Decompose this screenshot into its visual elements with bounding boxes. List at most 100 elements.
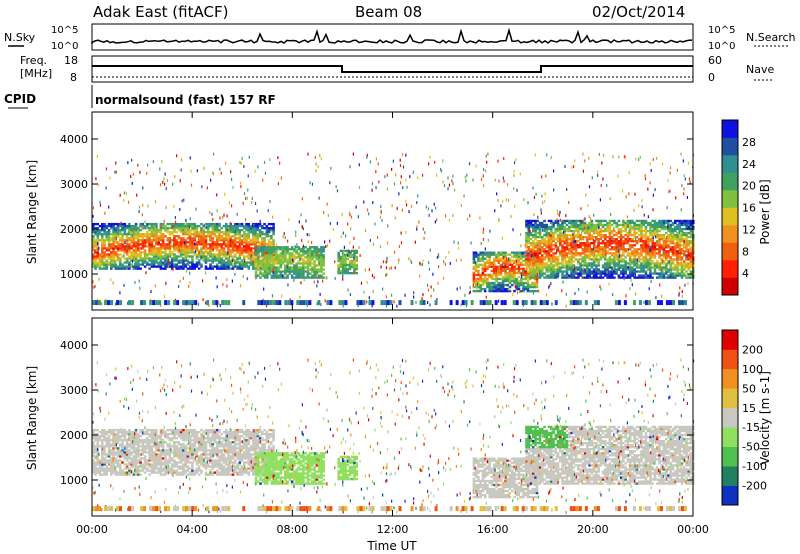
power-cell xyxy=(669,256,673,259)
power-speckle xyxy=(617,249,620,253)
power-cell xyxy=(247,255,251,258)
power-cell xyxy=(649,229,652,233)
power-cell xyxy=(128,257,131,260)
power-speckle xyxy=(428,261,430,265)
power-cell xyxy=(295,252,298,255)
power-cell xyxy=(655,248,659,251)
power-speckle xyxy=(617,223,619,227)
power-cell xyxy=(116,259,120,262)
power-cell xyxy=(486,281,489,285)
power-speckle xyxy=(92,214,94,218)
power-cell xyxy=(565,219,569,223)
power-cell xyxy=(574,225,578,229)
power-cell xyxy=(297,252,301,255)
power-speckle xyxy=(427,288,430,292)
power-cell xyxy=(218,249,221,252)
power-cell xyxy=(267,231,271,234)
power-cell xyxy=(613,260,616,263)
power-cell xyxy=(515,287,519,291)
power-cell xyxy=(572,252,576,255)
power-cell xyxy=(550,276,553,279)
power-speckle xyxy=(366,280,368,284)
power-cell xyxy=(581,250,585,253)
power-cell xyxy=(655,233,659,237)
power-cell xyxy=(317,260,321,263)
power-cell xyxy=(202,229,205,232)
power-cell xyxy=(173,265,176,268)
power-cell xyxy=(524,287,528,291)
power-cell xyxy=(231,255,235,258)
power-cell xyxy=(606,258,609,261)
power-cell xyxy=(474,273,478,277)
power-cell xyxy=(651,266,654,269)
power-cell xyxy=(534,221,537,225)
power-cell xyxy=(664,264,668,267)
power-speckle xyxy=(382,287,384,291)
power-cell xyxy=(472,257,476,260)
power-cell xyxy=(317,256,321,259)
power-speckle xyxy=(375,157,378,161)
power-cell xyxy=(233,263,237,266)
power-cell xyxy=(137,237,140,240)
power-cell xyxy=(197,259,201,262)
power-cell xyxy=(492,259,496,262)
power-cell xyxy=(299,274,303,277)
power-cell xyxy=(531,242,535,245)
power-cell xyxy=(599,238,603,241)
power-cell xyxy=(143,259,147,262)
power-cell xyxy=(215,257,219,260)
power-cell xyxy=(272,272,276,275)
power-cell xyxy=(101,237,104,240)
power-cell xyxy=(121,255,124,258)
power-cell xyxy=(658,274,661,277)
power-cell xyxy=(197,235,201,238)
power-cell xyxy=(515,279,519,283)
power-cell xyxy=(173,263,176,266)
power-cell xyxy=(680,258,684,261)
power-cell xyxy=(552,266,555,269)
power-speckle xyxy=(314,156,316,160)
power-speckle xyxy=(683,239,685,243)
power-speckle xyxy=(515,260,518,264)
power-cell xyxy=(150,263,154,266)
power-speckle xyxy=(418,261,421,265)
power-cell xyxy=(227,263,230,266)
power-cell xyxy=(275,252,278,255)
power-cell xyxy=(238,263,242,266)
power-speckle xyxy=(652,228,654,232)
power-cell xyxy=(137,253,140,256)
power-speckle xyxy=(301,224,303,228)
power-cell xyxy=(540,240,544,243)
power-cell xyxy=(148,239,151,242)
power-cell xyxy=(646,223,650,227)
power-cell xyxy=(266,270,269,273)
power-cell xyxy=(527,240,531,243)
power-cell xyxy=(308,246,312,249)
power-cell xyxy=(125,235,129,238)
power-cell xyxy=(350,259,354,263)
power-speckle xyxy=(303,278,305,282)
power-cell xyxy=(519,281,523,285)
power-speckle xyxy=(257,257,259,261)
power-speckle xyxy=(584,226,586,230)
power-speckle xyxy=(640,234,642,238)
power-cell xyxy=(642,246,645,249)
power-speckle xyxy=(381,218,383,222)
power-speckle xyxy=(485,169,487,173)
power-cell xyxy=(105,265,109,268)
power-speckle xyxy=(202,227,204,231)
power-cell xyxy=(628,274,632,277)
power-cell xyxy=(164,243,167,246)
power-cell xyxy=(128,247,131,250)
power-speckle xyxy=(458,246,460,250)
power-cell xyxy=(547,248,551,251)
power-speckle xyxy=(519,172,521,176)
power-cell xyxy=(633,240,636,243)
power-speckle xyxy=(431,209,433,213)
power-speckle xyxy=(105,186,107,190)
power-cell xyxy=(137,263,140,266)
power-speckle xyxy=(618,155,620,159)
power-cell xyxy=(633,229,636,233)
power-speckle xyxy=(575,269,577,273)
power-cell xyxy=(559,233,562,237)
